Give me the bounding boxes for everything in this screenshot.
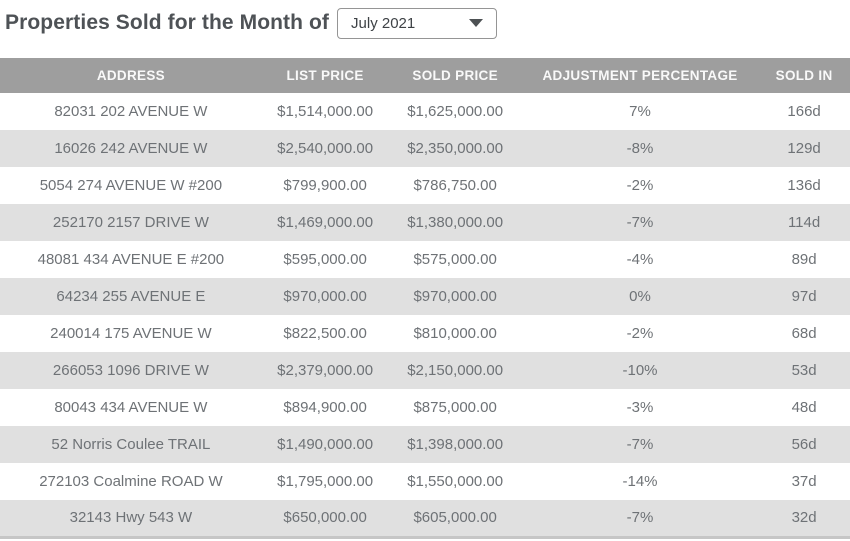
cell-sold-price: $786,750.00: [413, 177, 497, 194]
cell-adjustment-percentage: -8%: [626, 140, 654, 157]
cell-sold-price: $1,380,000.00: [407, 214, 504, 231]
cell-list-price: $2,540,000.00: [277, 140, 374, 157]
table-row: 266053 1096 DRIVE W $2,379,000.00 $2,150…: [0, 352, 850, 389]
column-header-list-price: LIST PRICE: [261, 58, 389, 93]
caret-down-icon: [469, 19, 484, 27]
cell-sold-in: 89d: [791, 251, 817, 268]
cell-adjustment-percentage: -2%: [626, 177, 654, 194]
cell-address: 32143 Hwy 543 W: [69, 509, 193, 527]
cell-address: 252170 2157 DRIVE W: [52, 214, 209, 231]
cell-list-price: $970,000.00: [283, 288, 367, 305]
cell-address: 82031 202 AVENUE W: [54, 103, 208, 120]
cell-sold-price: $875,000.00: [413, 399, 497, 416]
table-row: 252170 2157 DRIVE W $1,469,000.00 $1,380…: [0, 204, 850, 241]
cell-adjustment-percentage: 7%: [629, 103, 651, 120]
cell-sold-price: $1,398,000.00: [407, 436, 504, 453]
cell-list-price: $1,490,000.00: [277, 436, 374, 453]
cell-sold-in: 68d: [791, 325, 817, 342]
cell-sold-price: $1,625,000.00: [407, 103, 504, 120]
table-row: 52 Norris Coulee TRAIL $1,490,000.00 $1,…: [0, 426, 850, 463]
cell-address: 5054 274 AVENUE W #200: [39, 177, 223, 194]
cell-list-price: $595,000.00: [283, 251, 367, 268]
cell-adjustment-percentage: -3%: [626, 399, 654, 416]
cell-sold-in: 37d: [791, 473, 817, 490]
cell-adjustment-percentage: -2%: [626, 325, 654, 342]
cell-sold-price: $970,000.00: [413, 288, 497, 305]
cell-address: 240014 175 AVENUE W: [50, 325, 212, 342]
cell-sold-in: 166d: [787, 103, 821, 120]
page-title: Properties Sold for the Month of: [5, 11, 330, 34]
cell-sold-price: $1,550,000.00: [407, 473, 504, 490]
cell-sold-price: $2,350,000.00: [407, 140, 504, 157]
table-body: 82031 202 AVENUE W $1,514,000.00 $1,625,…: [0, 93, 850, 537]
cell-sold-in: 56d: [791, 436, 817, 453]
cell-address: 48081 434 AVENUE E #200: [37, 251, 225, 268]
cell-address: 80043 434 AVENUE W: [54, 399, 208, 416]
cell-adjustment-percentage: -10%: [622, 362, 658, 379]
cell-sold-in: 136d: [787, 177, 821, 194]
cell-sold-in: 32d: [791, 509, 817, 527]
cell-adjustment-percentage: -14%: [622, 473, 658, 490]
column-header-adjustment-percentage: ADJUSTMENT PERCENTAGE: [521, 58, 759, 93]
title-bar: Properties Sold for the Month of July 20…: [0, 0, 850, 40]
cell-adjustment-percentage: -7%: [626, 214, 654, 231]
column-header-address: ADDRESS: [0, 58, 262, 93]
column-header-sold-in: SOLD IN: [758, 58, 850, 93]
cell-adjustment-percentage: -7%: [626, 509, 654, 527]
cell-list-price: $1,795,000.00: [277, 473, 374, 490]
cell-sold-in: 97d: [791, 288, 817, 305]
month-select[interactable]: July 2021: [337, 7, 498, 39]
cell-list-price: $2,379,000.00: [277, 362, 374, 379]
table-row: 240014 175 AVENUE W $822,500.00 $810,000…: [0, 315, 850, 352]
cell-address: 16026 242 AVENUE W: [54, 140, 208, 157]
table-row: 80043 434 AVENUE W $894,900.00 $875,000.…: [0, 389, 850, 426]
cell-sold-price: $575,000.00: [413, 251, 497, 268]
table-row: 82031 202 AVENUE W $1,514,000.00 $1,625,…: [0, 93, 850, 130]
column-header-sold-price: SOLD PRICE: [388, 58, 522, 93]
cell-list-price: $1,469,000.00: [277, 214, 374, 231]
cell-sold-in: 114d: [787, 214, 821, 231]
cell-list-price: $799,900.00: [283, 177, 367, 194]
cell-list-price: $650,000.00: [283, 509, 367, 527]
cell-sold-in: 129d: [787, 140, 821, 157]
table-row: 32143 Hwy 543 W $650,000.00 $605,000.00 …: [0, 500, 850, 537]
table-row: 64234 255 AVENUE E $970,000.00 $970,000.…: [0, 278, 850, 315]
cell-sold-price: $605,000.00: [413, 509, 497, 527]
cell-address: 64234 255 AVENUE E: [56, 288, 206, 305]
cell-sold-in: 48d: [791, 399, 817, 416]
cell-adjustment-percentage: 0%: [629, 288, 651, 305]
table-row: 16026 242 AVENUE W $2,540,000.00 $2,350,…: [0, 130, 850, 167]
cell-sold-in: 53d: [791, 362, 817, 379]
cell-address: 52 Norris Coulee TRAIL: [51, 436, 211, 453]
cell-address: 266053 1096 DRIVE W: [52, 362, 209, 379]
table-row: 48081 434 AVENUE E #200 $595,000.00 $575…: [0, 241, 850, 278]
cell-list-price: $894,900.00: [283, 399, 367, 416]
cell-adjustment-percentage: -7%: [626, 436, 654, 453]
properties-table: ADDRESS LIST PRICE SOLD PRICE ADJUSTMENT…: [0, 58, 850, 539]
cell-sold-price: $810,000.00: [413, 325, 497, 342]
cell-list-price: $1,514,000.00: [277, 103, 374, 120]
cell-address: 272103 Coalmine ROAD W: [39, 473, 223, 490]
month-select-value: July 2021: [351, 14, 416, 32]
table-header: ADDRESS LIST PRICE SOLD PRICE ADJUSTMENT…: [0, 58, 850, 93]
cell-adjustment-percentage: -4%: [626, 251, 654, 268]
cell-sold-price: $2,150,000.00: [407, 362, 504, 379]
table-header-row: ADDRESS LIST PRICE SOLD PRICE ADJUSTMENT…: [0, 58, 850, 93]
cell-list-price: $822,500.00: [283, 325, 367, 342]
table-row: 272103 Coalmine ROAD W $1,795,000.00 $1,…: [0, 463, 850, 500]
table-row: 5054 274 AVENUE W #200 $799,900.00 $786,…: [0, 167, 850, 204]
